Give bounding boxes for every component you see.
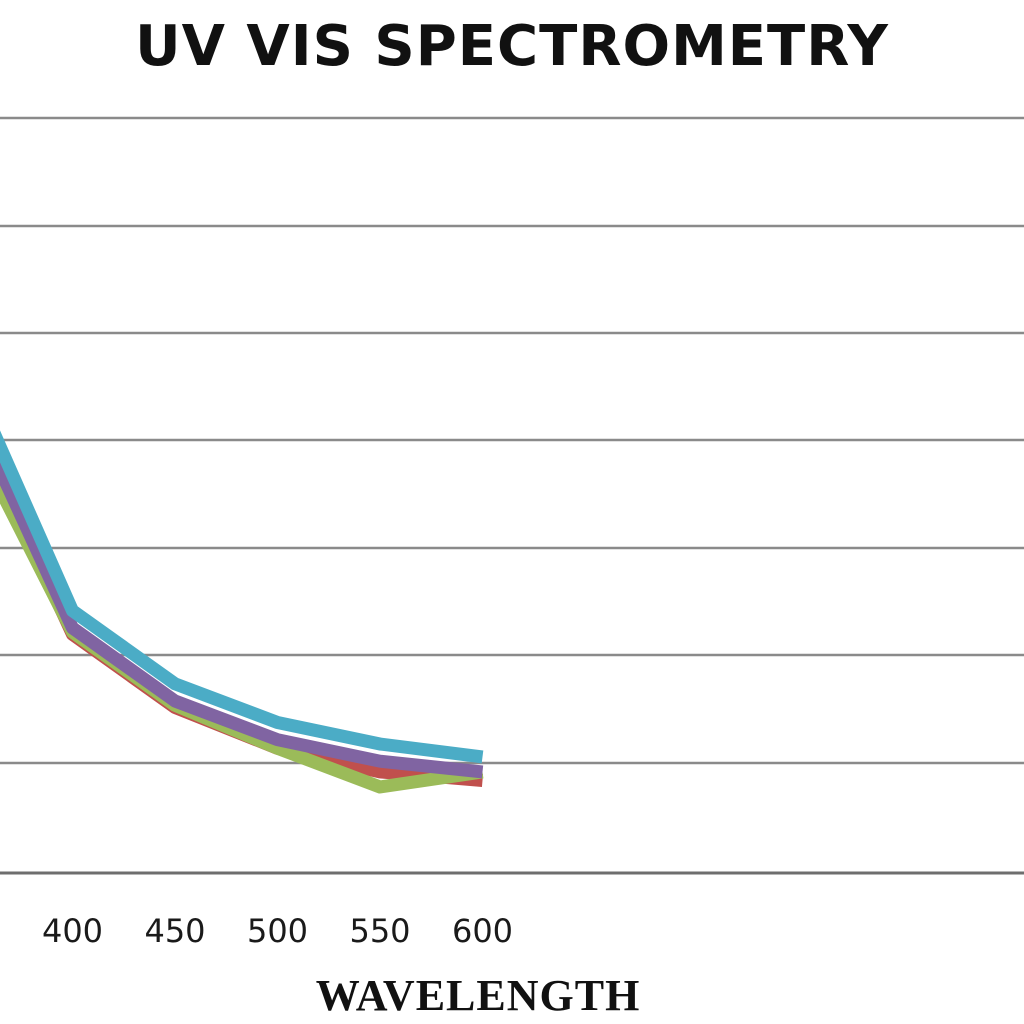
x-tick-label: 400 — [42, 912, 103, 950]
gridlines — [0, 116, 1024, 875]
x-tick-labels: 350 400 450 500 550 600 — [0, 912, 513, 950]
series-line-4 — [0, 430, 484, 764]
x-tick-label: 450 — [144, 912, 205, 950]
x-tick-label: 350 — [0, 912, 1, 950]
series-line-3 — [0, 454, 484, 779]
chart-title: UV VIS SPECTROMETRY — [135, 14, 889, 79]
x-tick-label: 550 — [349, 912, 410, 950]
x-tick-label: 600 — [452, 912, 513, 950]
x-axis-title: WAVELENGTH — [316, 971, 641, 1020]
x-tick-label: 500 — [247, 912, 308, 950]
series-lines — [0, 430, 484, 794]
